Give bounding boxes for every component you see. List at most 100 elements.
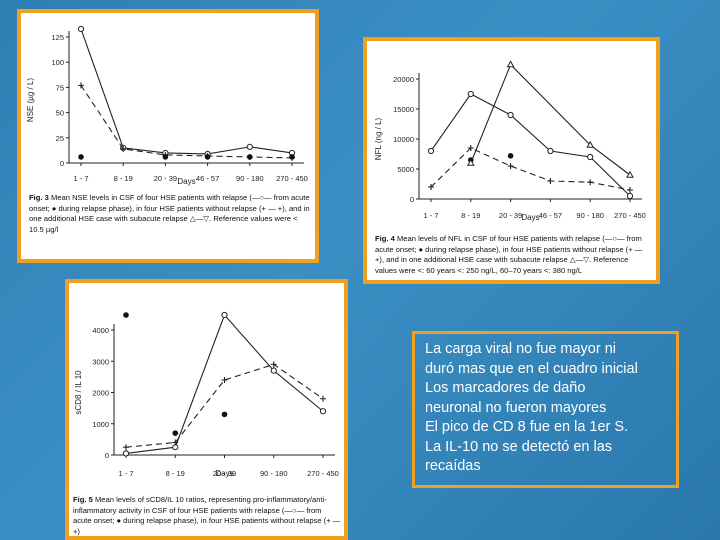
data-point-filled-circle <box>507 153 514 159</box>
series-line <box>125 363 324 448</box>
data-point-filled-circle <box>204 154 211 160</box>
series-line <box>430 93 631 197</box>
figure-5-panel: 4000 3000 2000 1000 0 1 - 7 8 - 19 20 - 39 90 - … <box>65 279 348 540</box>
data-point-plus <box>123 444 129 451</box>
y-tick-label: 10000 <box>393 135 414 144</box>
nfl-chart: 20000 15000 10000 5000 0 1 - 7 8 - 19 20 - 39 46… <box>374 60 646 222</box>
y-tick-label: 125 <box>51 33 64 42</box>
y-tick-label: 25 <box>56 134 64 143</box>
x-tick-label: 270 - 450 <box>614 211 646 220</box>
nse-chart: 125 100 75 50 25 0 1 - 7 8 - 19 20 - 39 46 - 57 90… <box>26 25 308 186</box>
series-line <box>80 85 293 159</box>
x-tick-label: 90 - 180 <box>576 211 604 220</box>
data-point-filled-circle <box>221 411 228 418</box>
figure-4-panel: 20000 15000 10000 5000 0 1 - 7 8 - 19 20 - 39 46… <box>363 37 660 284</box>
x-axis-label: Days <box>177 177 195 186</box>
figure-3-panel: 125 100 75 50 25 0 1 - 7 8 - 19 20 - 39 46 - 57 90… <box>17 9 319 263</box>
summary-line: neuronal no fueron mayores <box>425 399 607 416</box>
figure-5-label: Fig. 5 <box>73 495 93 504</box>
data-point-plus <box>507 163 514 169</box>
summary-line: duró mas que en el cuadro inicial <box>425 360 638 377</box>
data-point-open-circle <box>467 90 474 98</box>
series-line <box>430 147 631 191</box>
data-point-open-circle <box>547 147 554 155</box>
x-axis-label: Days <box>215 469 233 478</box>
data-point-open-circle <box>221 311 228 319</box>
data-point-plus <box>120 145 127 152</box>
summary-text-box: La carga viral no fue mayor ni duró mas … <box>412 331 679 488</box>
data-point-triangle <box>506 60 515 68</box>
data-point-open-circle <box>122 450 130 457</box>
x-tick-label: 8 - 19 <box>461 211 480 220</box>
series-line <box>125 313 324 454</box>
data-point-plus <box>221 377 228 383</box>
y-axis-label: NFL (ng / L) <box>374 117 383 160</box>
figure-5-text: Mean levels of sCD8/IL 10 ratios, repres… <box>73 495 341 536</box>
x-tick-label: 46 - 57 <box>539 211 562 220</box>
data-point-plus <box>587 179 594 186</box>
data-point-filled-circle <box>123 312 129 318</box>
data-point-open-circle <box>246 143 253 150</box>
series-line <box>470 63 631 176</box>
y-tick-label: 3000 <box>92 357 109 366</box>
data-point-plus <box>547 178 554 184</box>
y-axis-label: sCD8 / IL 10 <box>74 370 83 415</box>
x-axis-label: Days <box>521 213 539 222</box>
y-tick-label: 5000 <box>397 165 414 174</box>
data-point-plus <box>467 145 474 151</box>
series-line <box>80 28 293 155</box>
x-tick-label: 8 - 19 <box>166 469 185 478</box>
y-tick-label: 20000 <box>393 75 414 84</box>
y-tick-label: 1000 <box>92 420 109 429</box>
summary-line: La carga viral no fue mayor ni <box>425 341 617 357</box>
y-tick-label: 2000 <box>92 389 109 398</box>
x-tick-label: 270 - 450 <box>276 174 308 183</box>
data-point-open-circle <box>77 25 85 33</box>
data-point-open-circle <box>270 367 277 374</box>
summary-line: La IL-10 no se detectó en las <box>425 438 613 455</box>
data-point-filled-circle <box>247 154 253 160</box>
figure-3-text: Mean NSE levels in CSF of four HSE patie… <box>29 193 310 234</box>
y-tick-label: 0 <box>410 195 414 204</box>
y-tick-label: 50 <box>56 109 64 118</box>
x-tick-label: 1 - 7 <box>118 469 133 478</box>
x-tick-label: 270 - 450 <box>307 469 339 478</box>
figure-3-caption: Fig. 3 Mean NSE levels in CSF of four HS… <box>29 193 311 259</box>
data-point-plus <box>78 82 84 89</box>
data-point-filled-circle <box>289 154 295 160</box>
x-tick-label: 90 - 180 <box>260 469 288 478</box>
data-point-plus <box>172 439 179 446</box>
data-point-open-circle <box>587 153 594 161</box>
summary-line: El pico de CD 8 fue en la 1er S. <box>425 419 629 435</box>
x-tick-label: 20 - 39 <box>154 174 177 183</box>
figure-4-caption: Fig. 4 Mean levels of NFL in CSF of four… <box>375 234 651 280</box>
x-tick-label: 1 - 7 <box>73 174 88 183</box>
data-point-open-circle <box>507 111 514 119</box>
x-tick-label: 1 - 7 <box>423 211 438 220</box>
data-point-triangle <box>466 158 475 166</box>
data-point-open-circle <box>626 192 634 200</box>
data-point-filled-circle <box>162 154 169 160</box>
data-point-triangle <box>586 140 595 148</box>
data-point-open-circle <box>319 408 327 415</box>
data-point-filled-circle <box>78 154 84 160</box>
data-point-filled-circle <box>172 430 179 436</box>
scd8-il10-chart: 4000 3000 2000 1000 0 1 - 7 8 - 19 20 - 39 90 - … <box>74 311 339 478</box>
x-tick-label: 46 - 57 <box>196 174 219 183</box>
x-tick-label: 20 - 39 <box>213 469 236 478</box>
y-tick-label: 15000 <box>393 105 414 114</box>
figure-3-label: Fig. 3 <box>29 193 49 202</box>
data-point-plus <box>320 395 326 402</box>
y-axis-label: NSE (µg / L) <box>26 78 35 123</box>
data-point-open-circle <box>427 147 435 155</box>
data-point-triangle <box>626 170 634 178</box>
figure-4-text: Mean levels of NFL in CSF of four HSE pa… <box>375 234 643 275</box>
y-tick-label: 0 <box>60 159 64 168</box>
data-point-plus <box>428 184 434 190</box>
y-tick-label: 100 <box>51 58 64 67</box>
data-point-plus <box>270 361 277 368</box>
summary-line: Los marcadores de daño <box>425 380 586 396</box>
figure-5-caption: Fig. 5 Mean levels of sCD8/IL 10 ratios,… <box>73 495 341 536</box>
x-tick-label: 90 - 180 <box>236 174 264 183</box>
x-tick-label: 8 - 19 <box>114 174 133 183</box>
